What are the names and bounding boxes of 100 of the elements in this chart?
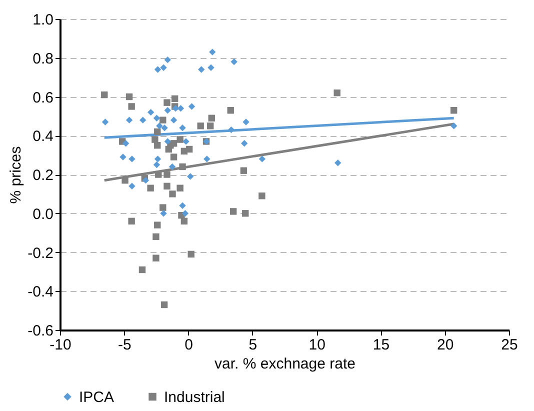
point: [122, 140, 130, 147]
point: [182, 138, 190, 145]
x-tick-label: 0: [184, 336, 193, 354]
x-tick-label: 25: [501, 336, 518, 354]
point: [154, 142, 161, 149]
point: [204, 156, 210, 162]
point: [198, 66, 205, 73]
point: [140, 116, 146, 124]
point: [240, 140, 248, 147]
point: [164, 107, 171, 114]
point: [228, 126, 235, 134]
point: [180, 218, 188, 225]
y-tick-label: 0.6: [32, 89, 54, 106]
point: [182, 210, 189, 217]
point: [164, 171, 170, 178]
point: [160, 301, 168, 308]
point: [258, 192, 266, 200]
point: [128, 156, 136, 162]
point: [126, 116, 133, 124]
x-tick-label: -5: [118, 336, 132, 354]
point: [227, 107, 234, 114]
point: [242, 118, 250, 126]
point: [208, 114, 215, 122]
legend-label: Industrial: [164, 388, 225, 406]
x-tick-label: 15: [372, 336, 390, 354]
point: [164, 138, 171, 145]
point: [206, 122, 214, 130]
point: [176, 184, 184, 192]
y-tick-label: -0.6: [28, 322, 54, 340]
point: [120, 154, 126, 160]
point: [164, 182, 170, 190]
point: [153, 114, 160, 122]
point: [179, 163, 186, 170]
point: [188, 103, 196, 110]
point: [156, 122, 163, 130]
point: [176, 136, 184, 143]
point: [240, 167, 248, 174]
point: [177, 105, 184, 112]
point: [154, 222, 161, 228]
point: [208, 64, 214, 71]
point: [154, 66, 162, 73]
point: [186, 173, 194, 180]
x-tick-label: 5: [248, 336, 258, 354]
point: [170, 116, 178, 124]
point: [170, 140, 178, 147]
point: [334, 159, 342, 166]
point: [230, 58, 238, 66]
point: [154, 128, 161, 136]
point: [164, 99, 170, 106]
y-tick-label: -0.4: [28, 284, 54, 301]
y-axis-title: % prices: [8, 146, 25, 204]
y-tick-label: 0.8: [32, 50, 54, 68]
point: [126, 93, 133, 100]
point: [450, 107, 458, 114]
point: [152, 136, 158, 143]
point: [160, 64, 167, 71]
point: [242, 210, 249, 217]
point: [102, 118, 109, 126]
point: [152, 254, 160, 262]
x-axis-title: var. % exchnage rate: [214, 356, 356, 372]
legend-label: IPCA: [79, 388, 114, 406]
point: [128, 218, 135, 225]
point: [186, 146, 193, 153]
point: [170, 154, 178, 160]
x-tick-label: 10: [308, 336, 326, 354]
point: [209, 48, 216, 56]
point: [334, 90, 340, 96]
y-tick-label: 0.2: [32, 167, 54, 184]
point: [450, 122, 458, 130]
y-tick-label: -0.2: [28, 244, 54, 262]
point: [147, 184, 154, 192]
point: [155, 171, 162, 178]
point: [128, 103, 135, 110]
point: [258, 156, 266, 162]
point: [230, 208, 237, 215]
point: [197, 122, 204, 130]
y-tick-label: 0.4: [32, 128, 54, 146]
point: [138, 266, 146, 274]
x-tick-label: 20: [437, 336, 454, 354]
point: [179, 202, 186, 209]
point: [165, 146, 172, 153]
point: [101, 91, 108, 98]
point: [188, 250, 194, 258]
x-tick-label: -10: [50, 336, 72, 354]
point: [152, 233, 160, 240]
point: [153, 161, 160, 168]
point: [171, 95, 178, 102]
point: [160, 116, 166, 124]
point: [168, 163, 176, 170]
point: [160, 204, 166, 211]
point: [179, 124, 186, 132]
point: [161, 124, 168, 132]
point: [154, 156, 162, 162]
y-tick-label: 1.0: [32, 12, 54, 28]
point: [160, 210, 167, 217]
point: [147, 108, 154, 116]
y-tick-label: 0.0: [32, 206, 54, 223]
point: [164, 56, 171, 64]
point: [122, 176, 128, 184]
point: [128, 182, 136, 190]
